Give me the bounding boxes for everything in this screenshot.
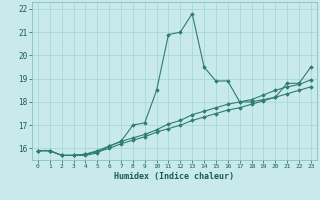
X-axis label: Humidex (Indice chaleur): Humidex (Indice chaleur) xyxy=(115,172,234,181)
